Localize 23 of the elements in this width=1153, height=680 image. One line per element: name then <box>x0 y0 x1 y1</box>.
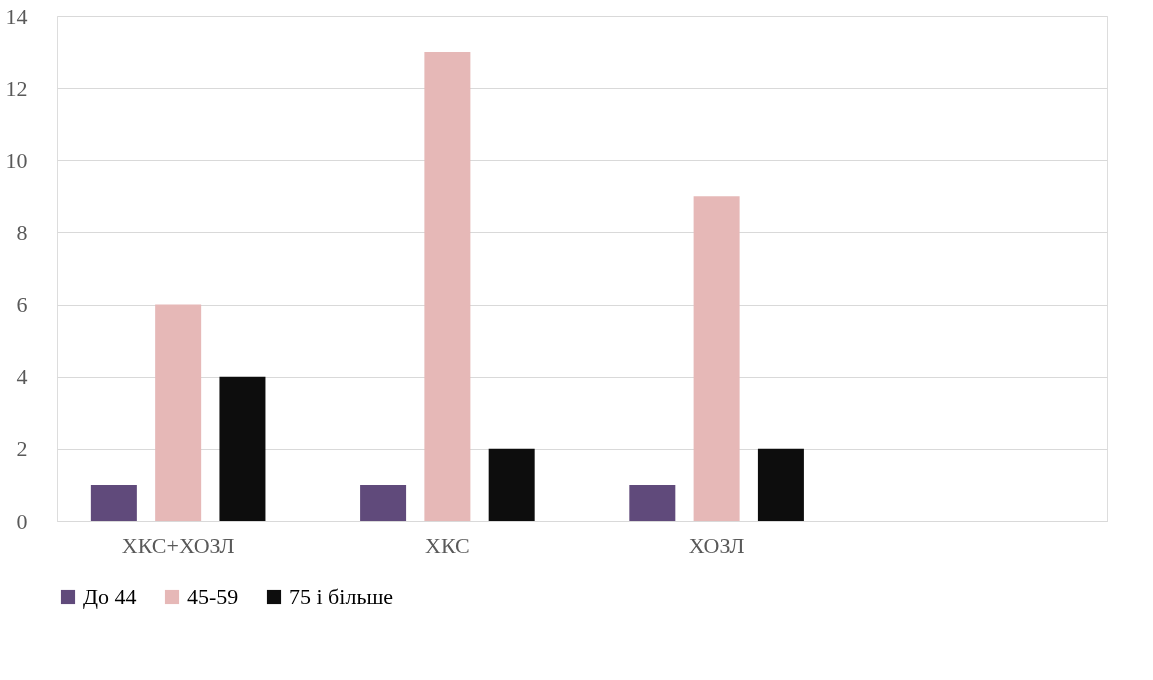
y-tick-label: 10 <box>5 147 28 173</box>
bar <box>488 448 535 521</box>
bar <box>90 484 137 521</box>
legend-label: 75 і більше <box>289 584 394 609</box>
bar <box>219 376 266 521</box>
y-tick-label: 4 <box>16 364 28 390</box>
y-tick-label: 12 <box>5 75 28 101</box>
bar <box>757 448 804 521</box>
y-tick-label: 2 <box>16 436 28 462</box>
bar <box>629 484 676 521</box>
y-tick-label: 6 <box>16 292 28 318</box>
bar <box>360 484 407 521</box>
y-tick-label: 14 <box>5 3 28 29</box>
legend-label: 45-59 <box>187 584 239 609</box>
y-tick-label: 8 <box>16 219 28 245</box>
bar <box>693 196 740 521</box>
x-tick-label: ХКС <box>425 532 470 558</box>
y-tick-label: 0 <box>16 508 28 534</box>
legend-label: До 44 <box>83 584 137 609</box>
bar <box>424 52 471 521</box>
x-tick-label: ХОЗЛ <box>688 532 745 558</box>
bar <box>155 304 202 521</box>
x-tick-label: ХКС+ХОЗЛ <box>121 532 235 558</box>
